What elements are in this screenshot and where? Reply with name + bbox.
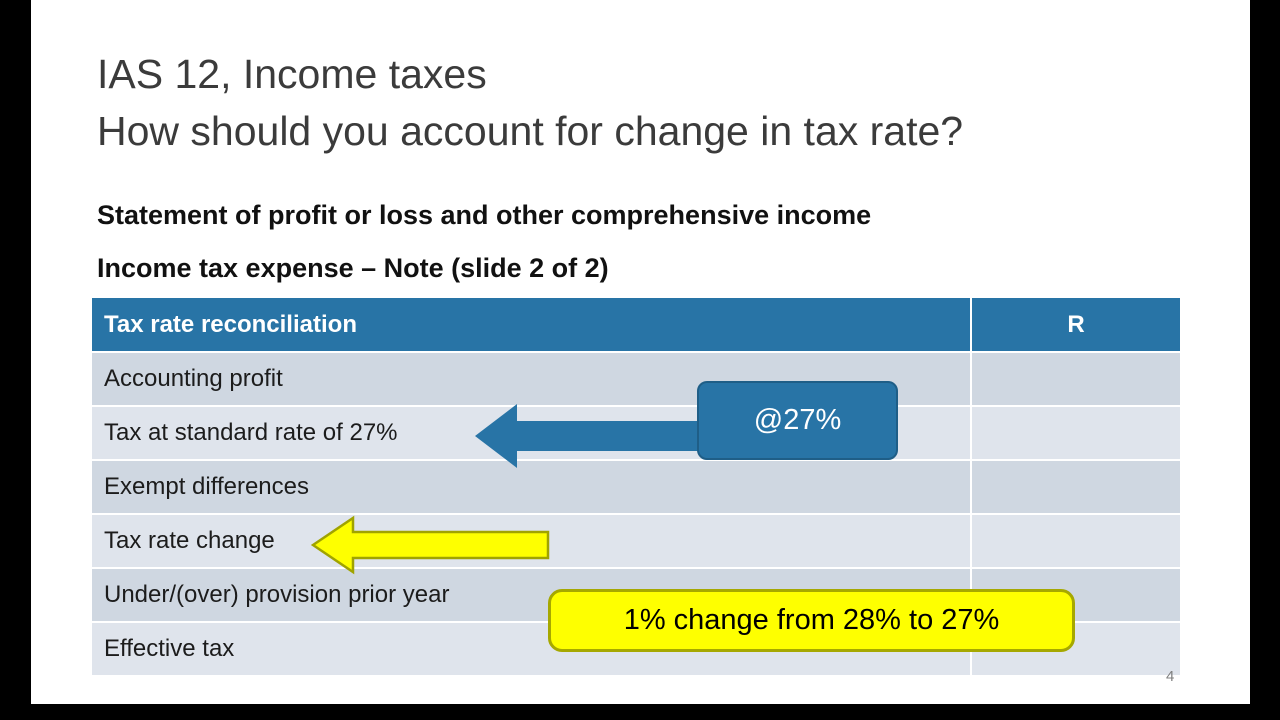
row-label: Tax rate change [104,527,275,554]
row-label: Under/(over) provision prior year [104,581,450,608]
slide-title-line2: How should you account for change in tax… [97,108,964,154]
table-row: Exempt differences [92,459,1180,513]
blue-left-arrow-icon [475,404,700,468]
subtitle-note: Income tax expense – Note (slide 2 of 2) [97,253,609,283]
subtitle-statement: Statement of profit or loss and other co… [97,200,872,230]
yellow-left-arrow-icon [311,515,550,575]
slide-title-line1: IAS 12, Income taxes [97,51,487,97]
row-label: Effective tax [104,635,235,662]
blue-rate-callout: @27% [697,381,898,460]
blue-rate-callout-label: @27% [753,404,842,436]
letterbox-bottom-bar [0,704,1280,720]
slide-page-number: 4 [1166,668,1175,685]
letterbox-right-bar [1250,0,1280,720]
letterbox-left-bar [0,0,31,720]
row-value [970,353,1180,405]
row-label: Tax at standard rate of 27% [104,419,398,446]
yellow-change-callout: 1% change from 28% to 27% [548,589,1075,652]
row-label: Accounting profit [104,365,283,392]
table-row: Accounting profit [92,351,1180,405]
tax-rate-reconciliation-table: Tax rate reconciliation R Accounting pro… [92,298,1180,675]
yellow-change-callout-label: 1% change from 28% to 27% [623,604,1000,636]
slide-title: IAS 12, Income taxes How should you acco… [97,46,963,160]
table-header-amount-col: R [970,298,1180,351]
row-value [970,461,1180,513]
row-value [970,515,1180,567]
table-header-row: Tax rate reconciliation R [92,298,1180,351]
table-row: Tax rate change [92,513,1180,567]
row-label: Exempt differences [104,473,309,500]
table-header-title: Tax rate reconciliation [104,310,357,338]
row-value [970,407,1180,459]
